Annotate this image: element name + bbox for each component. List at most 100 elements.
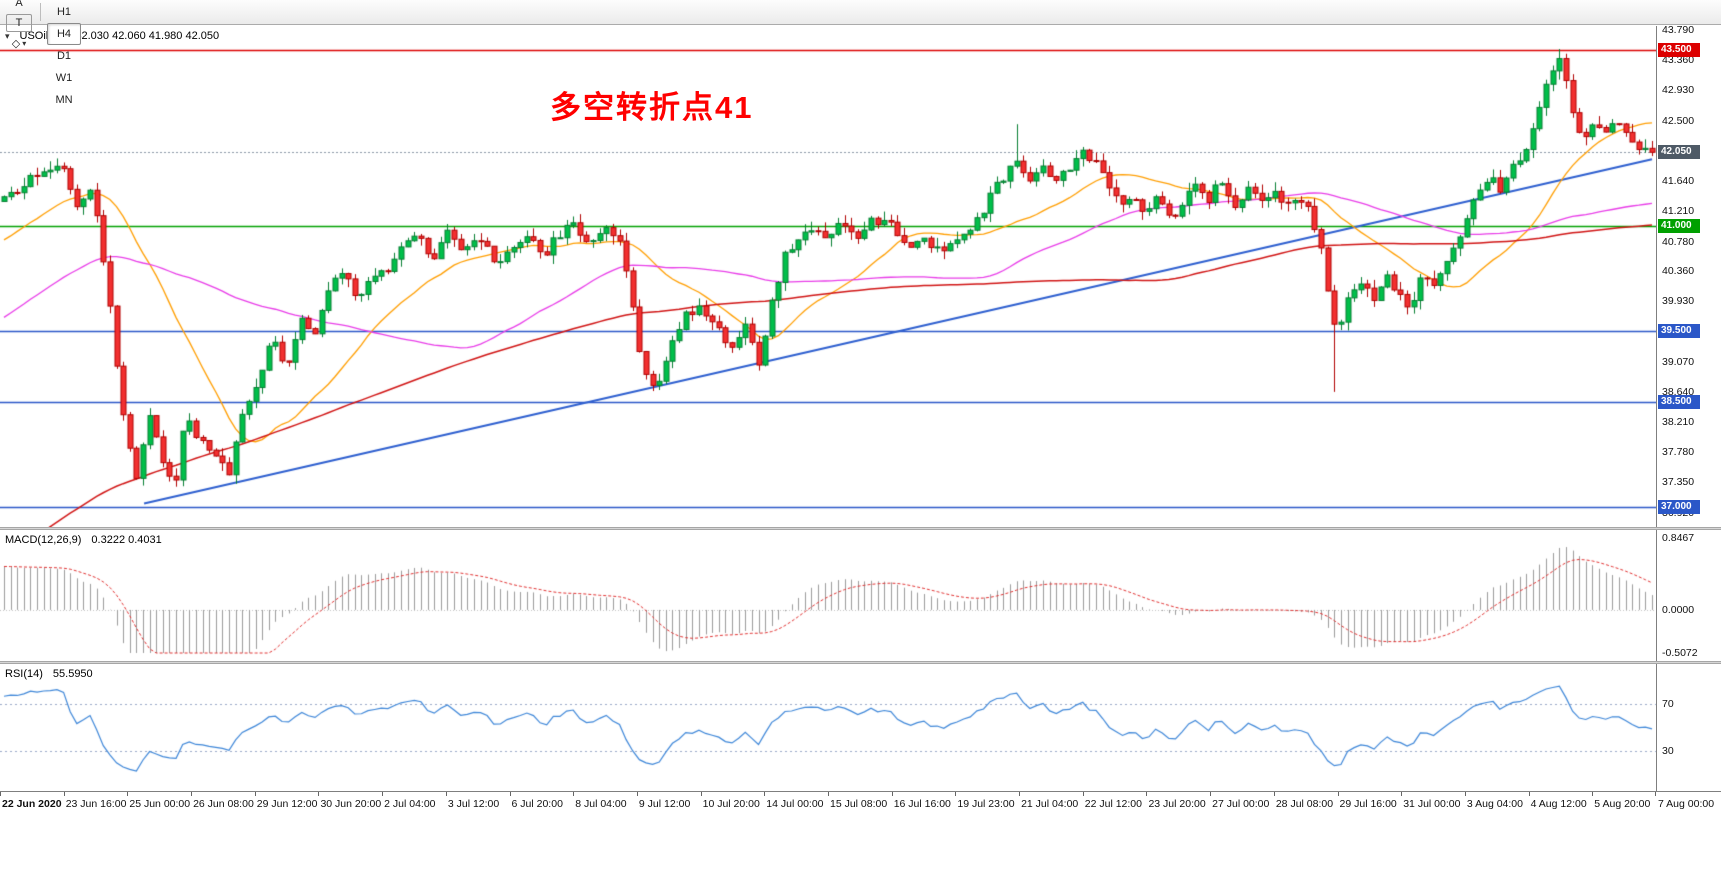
text-tool-button[interactable]: T (6, 14, 32, 32)
time-axis-tick (828, 792, 829, 796)
time-axis-label: 15 Jul 08:00 (830, 798, 888, 810)
time-axis-label: 22 Jul 12:00 (1084, 798, 1142, 810)
price-tick-label: 37.780 (1662, 446, 1695, 459)
time-axis-tick (191, 792, 193, 796)
time-axis-label: 16 Jul 16:00 (893, 798, 951, 810)
time-axis-label: 25 Jun 00:00 (129, 798, 191, 810)
toolbar-separator (40, 3, 41, 21)
chart-toolbar: ▥AT◇▾ M1M5M15M30H1H4D1W1MN (0, 0, 1721, 106)
time-axis-label: 22 Jun 2020 (2, 798, 62, 810)
rsi-value: 55.5950 (52, 668, 93, 680)
panel-splitter-rsi[interactable] (0, 661, 1721, 664)
rsi-indicator-panel: RSI(14) 55.5950 70 30 (0, 664, 1721, 791)
rsi-label: RSI(14) (5, 668, 43, 680)
rsi-axis-label: 70 (1662, 697, 1674, 710)
macd-indicator-panel: MACD(12,26,9) 0.3222 0.4031 0.8467 0.0000… (0, 530, 1721, 661)
time-axis-tick (0, 792, 1, 796)
macd-values: 0.3222 0.4031 (91, 534, 162, 546)
rsi-axis[interactable]: 70 30 (1656, 664, 1721, 791)
rsi-canvas[interactable] (0, 664, 1656, 791)
time-axis-tick (63, 792, 65, 796)
symbol-marker-icon: ▾ (5, 31, 10, 41)
rsi-axis-label: 30 (1662, 745, 1674, 758)
time-axis-tick (700, 792, 702, 796)
annotation-a-button[interactable]: A (15, 0, 23, 9)
macd-canvas[interactable] (0, 530, 1656, 661)
time-axis-tick (1464, 792, 1466, 796)
price-tick-label: 38.210 (1662, 416, 1695, 429)
time-axis-tick (891, 792, 893, 796)
panel-splitter-macd[interactable] (0, 527, 1721, 530)
time-axis-label: 29 Jul 16:00 (1339, 798, 1397, 810)
price-badge: 41.000 (1658, 219, 1700, 234)
macd-label: MACD(12,26,9) (5, 534, 82, 546)
price-badge: 39.500 (1658, 324, 1700, 339)
time-axis-label: 19 Jul 23:00 (957, 798, 1015, 810)
macd-axis-label: 0.8467 (1662, 532, 1695, 544)
time-axis-tick (1592, 792, 1594, 796)
time-axis-label: 30 Jun 20:00 (320, 798, 382, 810)
time-axis-labels: 22 Jun 2020 23 Jun 16:00 25 Jun 00:00 26 Ju… (0, 792, 1721, 816)
time-axis-label: 29 Jun 12:00 (256, 798, 318, 810)
price-tick-label: 40.780 (1662, 235, 1695, 248)
time-axis-tick (318, 792, 320, 796)
time-axis-label: 28 Jul 08:00 (1275, 798, 1334, 810)
time-axis-label: 10 Jul 20:00 (702, 798, 760, 810)
time-axis-label: 7 Aug 00:00 (1658, 798, 1715, 810)
price-chart-canvas[interactable] (0, 26, 1656, 527)
macd-axis[interactable]: 0.8467 0.0000 -0.5072 (1656, 530, 1721, 661)
time-axis-tick (1528, 792, 1530, 796)
timeframe-button-h1[interactable]: H1 (56, 6, 72, 18)
time-axis-tick (1655, 792, 1656, 796)
time-axis-tick (1146, 792, 1148, 796)
price-tick-label: 42.500 (1662, 114, 1695, 127)
time-axis-label: 8 Jul 04:00 (575, 798, 627, 810)
price-axis[interactable]: 43.790 43.360 42.930 42.500 41.640 41.210 40.7… (1656, 26, 1721, 527)
time-axis-label: 14 Jul 00:00 (766, 798, 824, 810)
price-tick-label: 41.210 (1662, 205, 1695, 218)
symbol-header: ▾ USOil,H4 42.030 42.060 41.980 42.050 (5, 30, 219, 42)
time-axis-tick (254, 792, 256, 796)
timeframe-button-w1[interactable]: W1 (55, 72, 73, 84)
time-axis-tick (509, 792, 511, 796)
price-tick-label: 43.790 (1662, 26, 1695, 37)
time-axis-label: 9 Jul 12:00 (638, 798, 691, 810)
macd-axis-label: -0.5072 (1662, 647, 1698, 659)
time-axis-tick (1019, 792, 1021, 796)
price-badge: 37.000 (1658, 500, 1700, 515)
time-axis-label: 23 Jun 16:00 (65, 798, 127, 810)
macd-header: MACD(12,26,9) 0.3222 0.4031 (5, 534, 162, 546)
time-axis-tick (1337, 792, 1339, 796)
time-axis-label: 23 Jul 20:00 (1148, 798, 1206, 810)
time-axis-tick (1082, 792, 1084, 796)
time-axis-tick (1210, 792, 1212, 796)
time-axis-tick (382, 792, 384, 796)
price-badge: 38.500 (1658, 394, 1700, 409)
timeframe-button-group: M1M5M15M30H1H4D1W1MN (47, 0, 81, 111)
time-axis-tick (445, 792, 447, 796)
bottom-margin (0, 817, 1721, 896)
time-axis-tick (764, 792, 766, 796)
ohlc-values: 42.030 42.060 41.980 42.050 (75, 30, 220, 42)
timeframe-button-mn[interactable]: MN (55, 94, 73, 106)
time-axis-label: 2 Jul 04:00 (384, 798, 436, 810)
time-axis-label: 3 Jul 12:00 (447, 798, 500, 810)
price-tick-label: 37.350 (1662, 476, 1695, 489)
price-tick-label: 42.930 (1662, 84, 1695, 97)
price-chart-panel: ▾ USOil,H4 42.030 42.060 41.980 42.050 多… (0, 26, 1721, 527)
time-axis-label: 5 Aug 20:00 (1594, 798, 1651, 810)
timeframe-button-h4[interactable]: H4 (47, 23, 81, 45)
price-badge: 42.050 (1658, 145, 1700, 160)
timeframe-button-d1[interactable]: D1 (56, 50, 72, 62)
time-axis-tick (127, 792, 129, 796)
rsi-header: RSI(14) 55.5950 (5, 668, 93, 680)
toolbar-icon-group: ▥AT◇▾ (4, 0, 34, 54)
price-tick-label: 41.640 (1662, 175, 1695, 188)
shapes-tool-button[interactable]: ◇ ▾ (11, 37, 27, 50)
chart-annotation-text: 多空转折点41 (550, 90, 754, 125)
dropdown-caret-icon: ▾ (22, 38, 27, 48)
time-axis-tick (955, 792, 957, 796)
price-badge: 43.500 (1658, 43, 1700, 58)
time-axis-label: 26 Jun 08:00 (193, 798, 254, 810)
time-axis[interactable]: 22 Jun 2020 23 Jun 16:00 25 Jun 00:00 26 Ju… (0, 791, 1721, 816)
